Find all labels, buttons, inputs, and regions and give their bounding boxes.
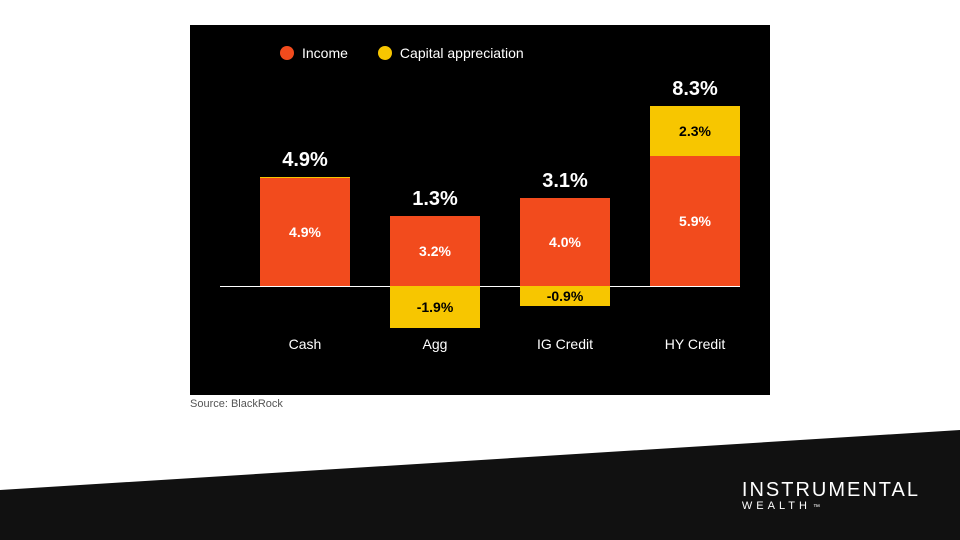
income-segment: 5.9% (650, 156, 740, 286)
bar-group: 3.2%-1.9% 1.3% Agg (390, 76, 480, 356)
category-label: HY Credit (650, 336, 740, 352)
bar-group: 4.9% 4.9% Cash (260, 76, 350, 356)
category-label: Cash (260, 336, 350, 352)
returns-stacked-bar-chart: Income Capital appreciation 4.9% 4.9% Cash 3… (190, 25, 770, 395)
legend-swatch (378, 46, 392, 60)
legend-label: Income (302, 45, 348, 61)
trademark-symbol: ™ (813, 504, 820, 511)
income-segment: 4.0% (520, 198, 610, 286)
footer-banner: INSTRUMENTAL WEALTH ™ (0, 420, 960, 540)
brand-name: INSTRUMENTAL (742, 479, 920, 502)
income-segment: 4.9% (260, 178, 350, 286)
category-label: IG Credit (520, 336, 610, 352)
legend-item: Income (280, 45, 348, 61)
cap_appr-segment: -1.9% (390, 286, 480, 328)
cap_appr-segment: -0.9% (520, 286, 610, 306)
income-segment: 3.2% (390, 216, 480, 286)
bar-group: 5.9%2.3% 8.3% HY Credit (650, 76, 740, 356)
legend-label: Capital appreciation (400, 45, 524, 61)
bar-total-label: 1.3% (390, 188, 480, 211)
plot-area: 4.9% 4.9% Cash 3.2%-1.9% 1.3% Agg 4.0%-0.9% 3.1… (220, 76, 740, 356)
cap_appr-segment: 2.3% (650, 106, 740, 157)
chart-legend: Income Capital appreciation (220, 45, 740, 61)
category-label: Agg (390, 336, 480, 352)
cap_appr-segment (260, 177, 350, 178)
bar-total-label: 4.9% (260, 149, 350, 172)
bar-group: 4.0%-0.9% 3.1% IG Credit (520, 76, 610, 356)
bar-total-label: 3.1% (520, 170, 610, 193)
bar-total-label: 8.3% (650, 78, 740, 101)
legend-item: Capital appreciation (378, 45, 524, 61)
brand-logo: INSTRUMENTAL WEALTH ™ (742, 479, 920, 512)
source-attribution: Source: BlackRock (190, 398, 283, 410)
legend-swatch (280, 46, 294, 60)
